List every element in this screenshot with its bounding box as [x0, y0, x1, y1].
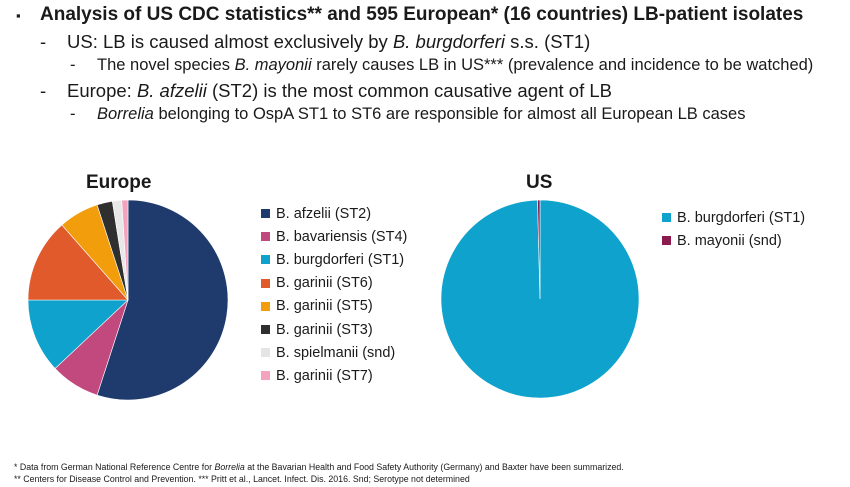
bullet-marker: -: [70, 56, 76, 74]
legend-swatch: [261, 209, 270, 219]
bullet-text-segment: B. afzelii: [136, 80, 207, 101]
legend-swatch: [261, 255, 270, 265]
legend-label: B. garinii (ST6): [276, 275, 373, 292]
legend-label: B. garinii (ST5): [276, 298, 373, 315]
bullet-line: ▪ Analysis of US CDC statistics** and 595…: [10, 4, 845, 31]
bullet-text: US: LB is caused almost exclusively by B…: [67, 31, 590, 53]
legend-swatch: [261, 301, 270, 311]
bullet-text: Analysis of US CDC statistics** and 595 …: [40, 4, 803, 26]
bullet-text: Borrelia belonging to OspA ST1 to ST6 ar…: [97, 105, 745, 124]
footnote-segment: Borrelia: [214, 462, 245, 472]
bullet-text-segment: Borrelia: [97, 105, 154, 123]
us-legend: B. burgdorferi (ST1) B. mayonii (snd): [662, 206, 805, 252]
legend-label: B. garinii (ST7): [276, 367, 373, 384]
bullet-text: The novel species B. mayonii rarely caus…: [97, 56, 813, 75]
bullet-marker: -: [70, 105, 76, 123]
bullet-marker: -: [40, 31, 47, 52]
europe-pie-slice: [96, 199, 229, 401]
us-legend-item: B. mayonii (snd): [662, 229, 805, 252]
europe-legend-item: B. spielmanii (snd): [261, 341, 407, 364]
bullet-line: - Borrelia belonging to OspA ST1 to ST6 a…: [10, 105, 845, 129]
europe-pie-chart: [27, 199, 229, 401]
europe-legend-item: B. burgdorferi (ST1): [261, 248, 407, 271]
bullet-text-segment: Europe:: [67, 80, 137, 101]
europe-legend-item: B. garinii (ST6): [261, 272, 407, 295]
bullet-list: ▪ Analysis of US CDC statistics** and 595…: [10, 4, 845, 129]
bullet-text-segment: US: LB is caused almost exclusively by: [67, 31, 393, 52]
footnote-segment: ** Centers for Disease Control and Preve…: [14, 474, 470, 484]
bullet-text-segment: s.s. (ST1): [505, 31, 591, 52]
legend-label: B. afzelii (ST2): [276, 205, 372, 222]
legend-swatch: [662, 236, 671, 246]
us-legend-item: B. burgdorferi (ST1): [662, 206, 805, 229]
legend-label: B. burgdorferi (ST1): [276, 251, 405, 268]
footnote-segment: * Data from German National Reference Ce…: [14, 462, 215, 472]
legend-swatch: [261, 232, 270, 242]
legend-label: B. bavariensis (ST4): [276, 228, 408, 245]
legend-label: B. garinii (ST3): [276, 321, 373, 338]
europe-legend-item: B. afzelii (ST2): [261, 202, 407, 225]
bullet-text: Europe: B. afzelii (ST2) is the most com…: [67, 80, 612, 102]
footnotes: * Data from German National Reference Ce…: [14, 461, 624, 485]
legend-swatch: [261, 278, 270, 288]
bullet-text-segment: B. burgdorferi: [392, 31, 506, 52]
legend-swatch: [261, 348, 270, 358]
bullet-line: - The novel species B. mayonii rarely cau…: [10, 56, 845, 80]
legend-swatch: [261, 371, 270, 381]
europe-pie-slice: [27, 299, 129, 369]
bullet-marker: ▪: [16, 8, 21, 23]
bullet-text-segment: belonging to OspA ST1 to ST6 are respons…: [153, 105, 746, 123]
us-pie-chart: [440, 199, 640, 399]
footnote-line: * Data from German National Reference Ce…: [14, 461, 624, 473]
europe-pie-slice: [121, 199, 129, 301]
bullet-text-segment: Analysis of US CDC statistics** and 595 …: [40, 4, 804, 25]
europe-legend-item: B. bavariensis (ST4): [261, 225, 407, 248]
legend-label: B. spielmanii (snd): [276, 344, 396, 361]
bullet-text-segment: (ST2) is the most common causative agent…: [206, 80, 612, 101]
bullet-line: - US: LB is caused almost exclusively by …: [10, 31, 845, 56]
legend-label: B. burgdorferi (ST1): [677, 209, 806, 226]
bullet-text-segment: B. mayonii: [234, 56, 312, 74]
bullet-marker: -: [40, 80, 47, 101]
europe-legend-item: B. garinii (ST5): [261, 295, 407, 318]
chart-title-us: US: [526, 172, 553, 193]
legend-swatch: [261, 325, 270, 335]
footnote-line: ** Centers for Disease Control and Preve…: [14, 473, 624, 485]
europe-legend-item: B. garinii (ST3): [261, 318, 407, 341]
bullet-text-segment: rarely causes LB in US*** (prevalence an…: [311, 56, 814, 74]
legend-label: B. mayonii (snd): [677, 232, 782, 249]
europe-pie-slice: [27, 224, 129, 301]
europe-legend-item: B. garinii (ST7): [261, 364, 407, 387]
us-pie-slice: [537, 199, 541, 300]
legend-swatch: [662, 213, 671, 223]
bullet-line: - Europe: B. afzelii (ST2) is the most co…: [10, 80, 845, 105]
footnote-segment: at the Bavarian Health and Food Safety A…: [244, 462, 624, 472]
chart-title-europe: Europe: [86, 172, 152, 193]
bullet-text-segment: The novel species: [97, 56, 235, 74]
europe-legend: B. afzelii (ST2) B. bavariensis (ST4) B. b…: [261, 202, 407, 388]
